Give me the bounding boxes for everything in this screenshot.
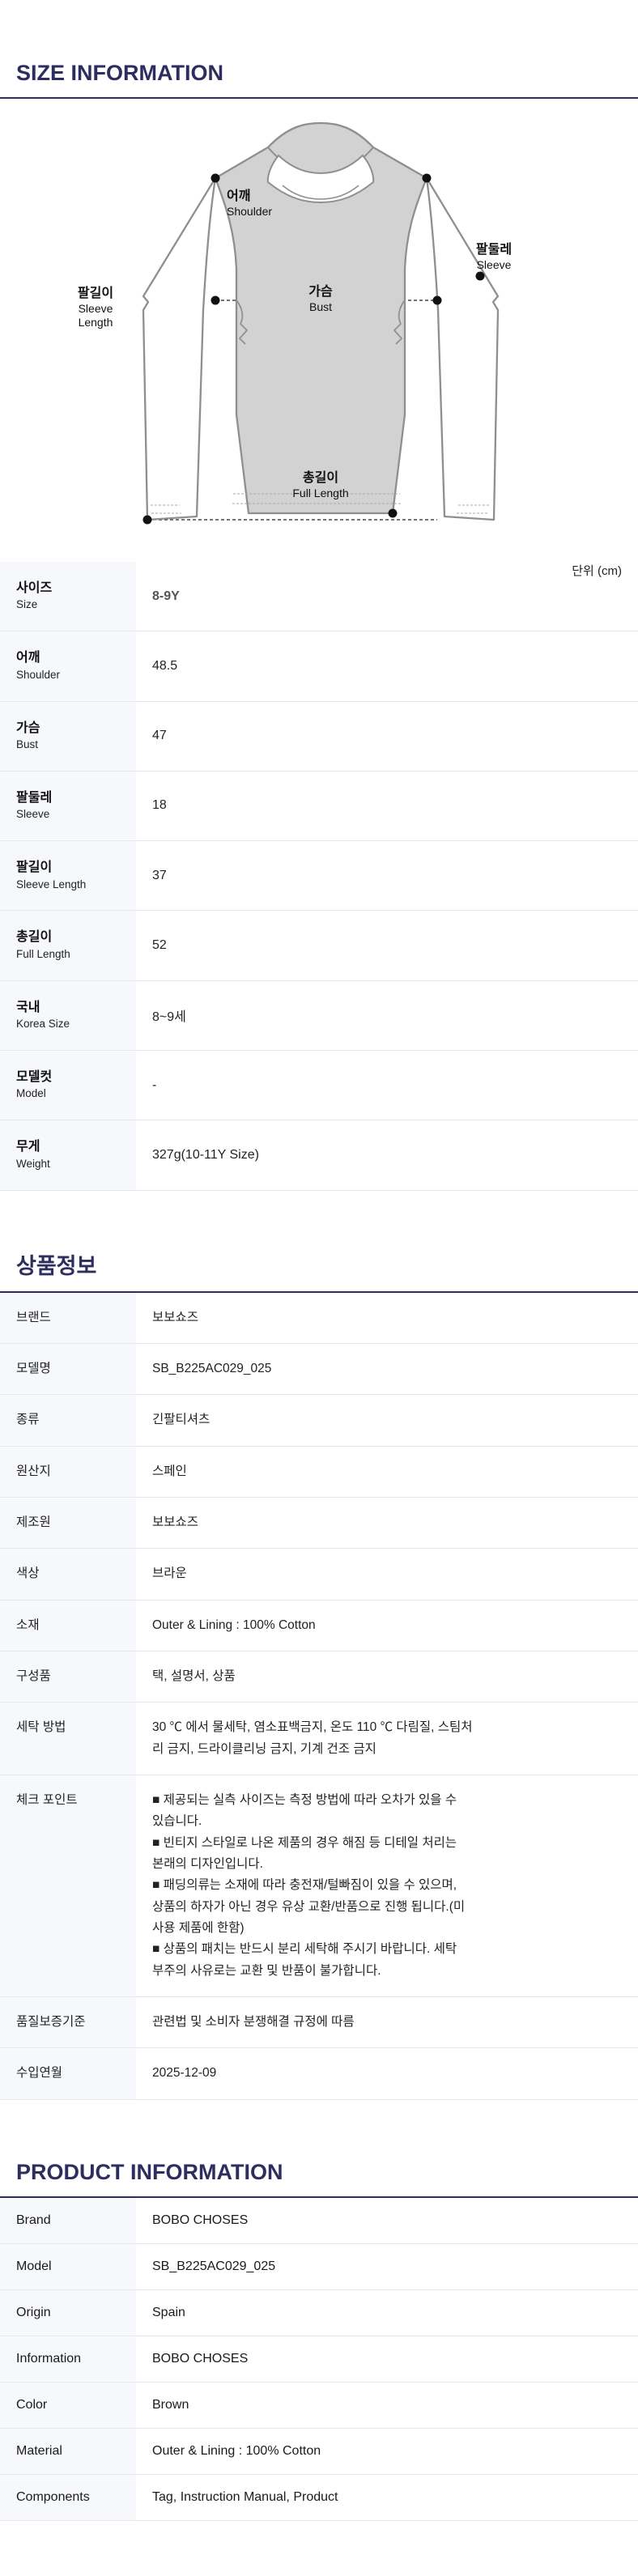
svg-text:Sleeve: Sleeve — [477, 258, 512, 271]
svg-text:어깨: 어깨 — [227, 189, 250, 203]
svg-text:Length: Length — [79, 316, 113, 329]
svg-text:가슴: 가슴 — [308, 284, 333, 299]
svg-text:팔길이: 팔길이 — [78, 286, 113, 300]
svg-text:Bust: Bust — [309, 300, 332, 313]
svg-text:Sleeve: Sleeve — [79, 302, 113, 315]
svg-text:팔둘레: 팔둘레 — [476, 242, 512, 257]
svg-text:Full Length: Full Length — [292, 487, 348, 499]
svg-text:총길이: 총길이 — [303, 470, 338, 485]
svg-text:Shoulder: Shoulder — [227, 205, 272, 218]
